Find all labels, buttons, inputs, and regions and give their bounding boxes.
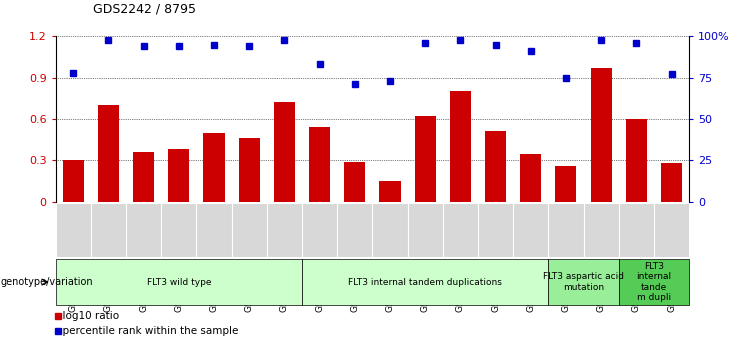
Bar xyxy=(302,259,548,305)
Text: FLT3
internal
tande
m dupli: FLT3 internal tande m dupli xyxy=(637,262,671,302)
Bar xyxy=(62,160,84,202)
Bar xyxy=(56,259,302,305)
Bar xyxy=(450,91,471,202)
Bar xyxy=(168,149,189,202)
Bar xyxy=(485,131,506,202)
Bar xyxy=(203,133,225,202)
Text: FLT3 internal tandem duplications: FLT3 internal tandem duplications xyxy=(348,277,502,287)
Bar xyxy=(239,138,259,202)
Bar xyxy=(309,127,330,202)
Bar xyxy=(591,68,611,202)
Bar xyxy=(625,119,647,202)
Text: percentile rank within the sample: percentile rank within the sample xyxy=(56,326,238,336)
Bar xyxy=(379,181,400,202)
Bar xyxy=(661,163,682,202)
Bar xyxy=(98,105,119,202)
Bar xyxy=(619,259,689,305)
Bar xyxy=(273,102,295,202)
Bar xyxy=(555,166,576,202)
Bar xyxy=(344,162,365,202)
Bar xyxy=(548,259,619,305)
Text: FLT3 wild type: FLT3 wild type xyxy=(147,277,211,287)
Text: genotype/variation: genotype/variation xyxy=(1,277,93,287)
Bar xyxy=(520,154,541,202)
Text: GDS2242 / 8795: GDS2242 / 8795 xyxy=(93,2,196,16)
Bar xyxy=(133,152,154,202)
Text: log10 ratio: log10 ratio xyxy=(56,311,119,321)
Bar xyxy=(414,116,436,202)
Text: FLT3 aspartic acid
mutation: FLT3 aspartic acid mutation xyxy=(543,272,624,292)
